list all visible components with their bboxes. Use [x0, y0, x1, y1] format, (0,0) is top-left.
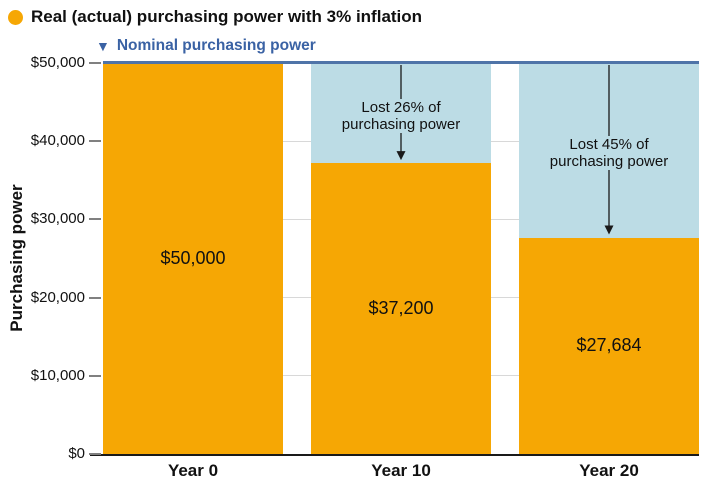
bar-value-label: $50,000: [160, 247, 226, 268]
bar-value-label: $27,684: [576, 334, 642, 355]
legend-real-label: Real (actual) purchasing power with 3% i…: [31, 7, 423, 26]
y-tick-label: $0: [68, 445, 85, 462]
legend-nominal: ▼ Nominal purchasing power: [96, 37, 316, 55]
real-purchasing-power-bar: [519, 237, 699, 454]
x-axis-line: [90, 454, 699, 456]
x-tick-label: Year 20: [579, 461, 639, 480]
y-tick-label: $40,000: [30, 132, 85, 150]
triangle-down-icon: ▼: [96, 38, 110, 54]
x-tick-label: Year 10: [371, 461, 431, 480]
bar-value-label: $37,200: [368, 297, 434, 318]
y-tick-label: $50,000: [30, 54, 85, 71]
y-tick-mark: [89, 374, 101, 377]
y-tick-label: $30,000: [30, 210, 85, 228]
y-tick-mark: [89, 62, 101, 64]
annotation-text: Lost 45% of purchasing power: [519, 136, 699, 171]
y-tick-mark: [89, 296, 101, 299]
y-tick-mark: [89, 218, 101, 221]
legend-nominal-label: Nominal purchasing power: [116, 37, 316, 54]
x-tick-label: Year 0: [167, 461, 219, 480]
circle-icon: [8, 9, 23, 25]
y-tick-mark: [89, 140, 101, 143]
legend-real: Real (actual) purchasing power with 3% i…: [8, 7, 422, 27]
y-tick-label: $10,000: [30, 366, 85, 384]
real-purchasing-power-bar: [103, 63, 283, 454]
y-tick-mark: [89, 453, 101, 455]
real-purchasing-power-bar: [311, 163, 491, 454]
y-tick-label: $20,000: [30, 288, 85, 306]
nominal-line: [103, 61, 699, 64]
annotation-text: Lost 26% of purchasing power: [311, 99, 491, 134]
